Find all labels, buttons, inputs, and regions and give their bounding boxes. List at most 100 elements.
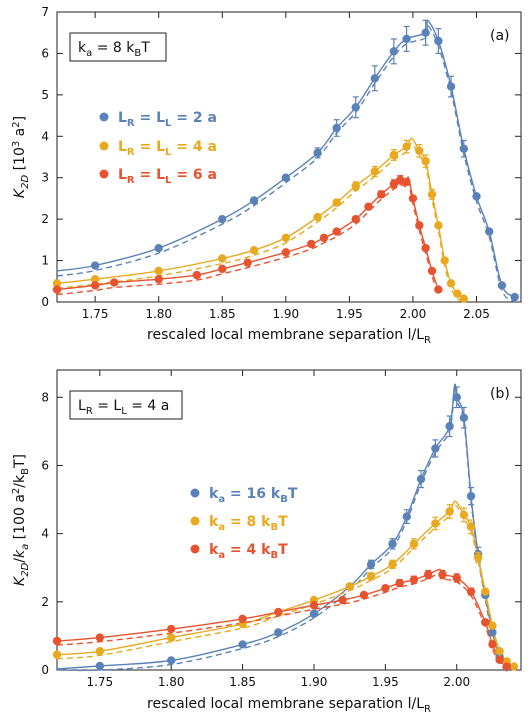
legend-marker-a-1: [99, 141, 109, 151]
data-points-a: [52, 19, 519, 303]
legend-label-b-1: ka = 8 kBT: [209, 514, 288, 533]
data-point-b-2-4: [274, 607, 283, 617]
x-tick-label-a-6: 2.05: [463, 307, 490, 321]
data-point-a-1-12: [415, 146, 424, 155]
data-point-a-1-5: [281, 233, 291, 242]
data-point-b-2-2: [167, 624, 176, 634]
data-point-a-1-7: [332, 198, 341, 207]
x-tick-label-a-4: 1.95: [336, 307, 363, 321]
data-point-a-2-16: [402, 177, 411, 187]
data-point-a-0-12: [434, 36, 443, 46]
data-point-a-1-18: [453, 289, 462, 298]
panel-tag-a: (a): [490, 28, 510, 44]
fit-line-dashed-b-1: [56, 504, 515, 671]
data-point-a-1-14: [427, 190, 437, 199]
data-point-a-2-11: [351, 214, 360, 224]
x-tick-label-a-0: 1.75: [82, 307, 109, 321]
y-tick-label-a-3: 3: [41, 171, 49, 185]
x-tick-label-a-2: 1.85: [209, 307, 236, 321]
data-point-b-1-19: [509, 662, 519, 671]
x-tick-label-a-1: 1.80: [145, 307, 172, 321]
data-point-a-2-1: [90, 281, 100, 290]
data-point-a-2-2: [110, 278, 119, 287]
x-tick-label-a-5: 2.00: [400, 307, 427, 321]
y-tick-label-a-1: 1: [41, 254, 49, 268]
data-point-b-1-11: [445, 507, 454, 516]
data-point-b-1-6: [345, 582, 354, 591]
data-point-a-1-6: [313, 212, 322, 222]
data-point-a-2-20: [427, 266, 437, 276]
y-axis-label-a: K2D [103 a2]: [11, 116, 31, 198]
data-point-b-2-1: [95, 633, 105, 642]
data-point-b-0-12: [452, 393, 461, 402]
data-point-a-2-0: [52, 285, 62, 294]
x-axis-label-a: rescaled local membrane separation l/LR: [147, 327, 431, 346]
y-tick-label-b-1: 2: [41, 595, 49, 609]
data-point-b-0-2: [238, 640, 247, 649]
y-tick-label-a-5: 5: [41, 88, 49, 102]
x-tick-label-b-0: 1.75: [86, 675, 113, 689]
data-point-a-0-4: [281, 173, 291, 182]
y-tick-label-b-4: 8: [41, 390, 49, 404]
data-point-b-1-1: [95, 647, 105, 656]
axes-ticks-a: 1.75 1.80 1.85 1.90 1.95 2.00 2.05 0 1 2 3 4 5 6 7: [41, 5, 521, 321]
plot-frame-b: [56, 369, 522, 671]
data-point-b-2-16: [488, 640, 497, 649]
data-point-b-0-3: [274, 628, 283, 637]
fit-line-dashed-b-2: [56, 572, 508, 671]
data-point-b-0-6: [366, 560, 376, 569]
data-point-b-2-8: [381, 583, 390, 593]
data-point-b-0-0: [95, 661, 105, 671]
data-point-b-2-14: [466, 587, 476, 596]
data-point-b-1-16: [488, 621, 497, 630]
data-point-a-1-2: [154, 266, 163, 276]
legend-marker-a-0: [99, 112, 109, 122]
x-tick-label-a-3: 1.90: [272, 307, 299, 321]
data-point-b-2-3: [238, 614, 247, 624]
data-point-a-2-18: [415, 221, 424, 230]
y-tick-label-b-0: 0: [41, 663, 49, 677]
x-tick-label-b-4: 1.95: [372, 675, 399, 689]
data-point-a-2-19: [421, 243, 430, 253]
data-point-a-2-13: [376, 190, 386, 199]
x-tick-label-b-1: 1.80: [158, 675, 185, 689]
x-tick-label-b-5: 2.00: [443, 675, 470, 689]
y-tick-label-a-7: 7: [41, 5, 49, 19]
data-point-a-0-6: [332, 123, 341, 133]
data-point-a-2-8: [307, 239, 316, 249]
data-point-a-0-16: [485, 227, 494, 236]
fit-line-dashed-b-0: [56, 387, 508, 672]
data-point-a-1-3: [218, 254, 227, 263]
fit-line-dashed-a-2: [56, 181, 440, 296]
data-point-a-0-18: [510, 292, 519, 302]
data-point-a-0-8: [370, 74, 380, 83]
axes-ticks-b: 1.75 1.80 1.85 1.90 1.95 2.00 0 2 4 6 8: [41, 370, 521, 689]
data-point-a-1-17: [446, 279, 456, 288]
panel-a: 1.75 1.80 1.85 1.90 1.95 2.00 2.05 0 1 2 3 4 5 6 7 (a)…: [11, 5, 522, 346]
data-point-b-1-10: [431, 519, 440, 528]
data-point-a-0-15: [472, 192, 481, 201]
data-point-a-1-1: [90, 275, 100, 284]
y-tick-label-a-6: 6: [41, 46, 49, 60]
data-point-a-0-0: [90, 261, 100, 270]
annotation-box-frame-a: [69, 32, 167, 62]
data-point-a-2-15: [396, 175, 405, 184]
data-point-a-2-10: [332, 227, 341, 236]
x-tick-label-b-3: 1.90: [301, 675, 328, 689]
data-point-a-2-4: [192, 270, 202, 280]
data-point-a-0-2: [218, 214, 227, 224]
data-point-b-2-7: [359, 590, 369, 600]
legend-label-b-2: ka = 4 kBT: [209, 542, 288, 561]
data-point-b-2-12: [438, 570, 447, 579]
data-point-a-2-14: [389, 179, 399, 189]
data-point-b-0-4: [309, 609, 319, 618]
data-point-a-1-13: [421, 156, 430, 166]
data-point-a-2-9: [319, 233, 329, 242]
legend-label-a-1: LR = LL = 4 a: [118, 139, 217, 158]
data-point-b-1-13: [466, 522, 476, 532]
legend-marker-a-2: [99, 169, 109, 179]
data-point-a-0-10: [402, 34, 411, 44]
data-point-a-0-17: [497, 281, 507, 290]
data-point-b-2-18: [502, 662, 511, 671]
